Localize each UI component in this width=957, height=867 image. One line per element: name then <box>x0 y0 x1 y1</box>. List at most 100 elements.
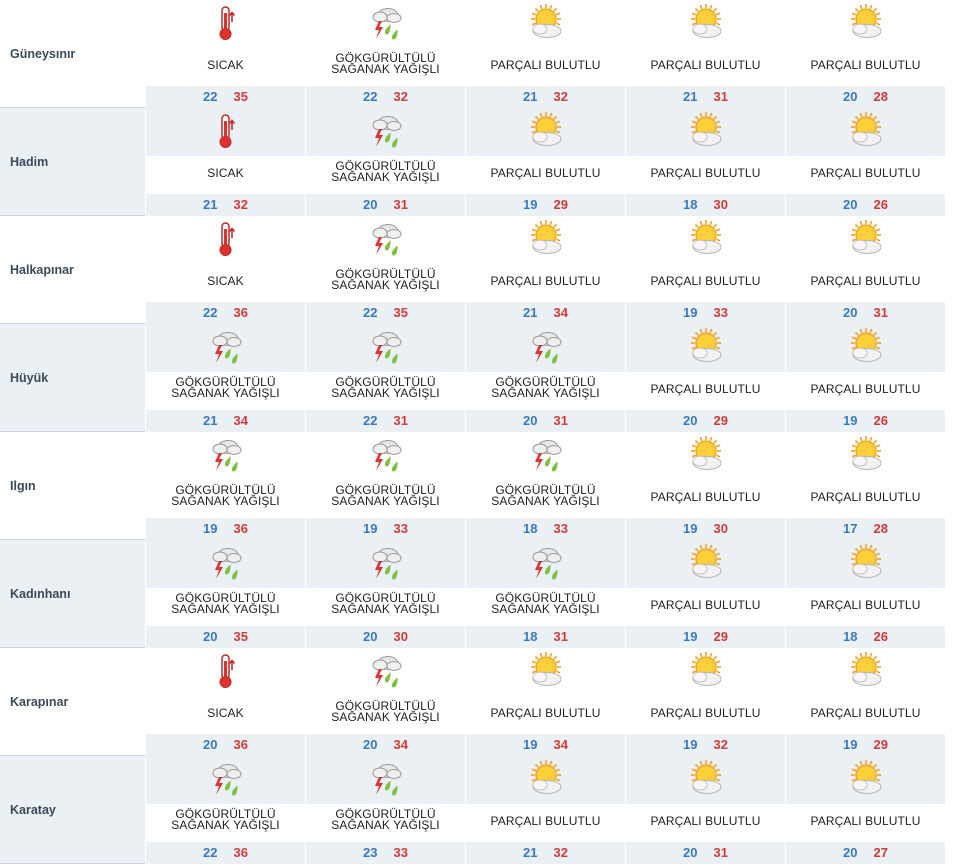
min-temperature: 21 <box>523 845 538 860</box>
max-temperature: 30 <box>713 521 728 536</box>
weather-description-line: GÖKGÜRÜLTÜLÜ <box>495 483 596 497</box>
thunderstorm-rain-icon <box>366 760 406 798</box>
city-row: Halkapınar SICAK 22 36 GÖKGÜRÜLTÜLÜ SAĞANAK Y… <box>0 216 945 324</box>
shade-band-bottom <box>626 410 785 432</box>
weather-description-line: PARÇALI BULUTLU <box>650 490 761 504</box>
weather-description-line: PARÇALI BULUTLU <box>810 814 921 828</box>
weather-description: PARÇALI BULUTLU <box>626 275 785 287</box>
weather-description-line: GÖKGÜRÜLTÜLÜ <box>175 591 276 605</box>
forecast-day-cell: PARÇALI BULUTLU 18 26 <box>786 540 945 648</box>
max-temperature: 30 <box>393 629 408 644</box>
city-name: Hüyük <box>10 371 49 385</box>
max-temperature: 34 <box>233 413 248 428</box>
weather-description-line: SAĞANAK YAĞIŞLI <box>331 818 440 832</box>
temperature-range: 20 30 <box>306 629 465 645</box>
temperature-range: 19 26 <box>786 413 945 429</box>
max-temperature: 28 <box>873 521 888 536</box>
max-temperature: 26 <box>873 197 888 212</box>
partly-cloudy-icon <box>686 652 726 690</box>
min-temperature: 22 <box>363 413 378 428</box>
forecast-day-cell: PARÇALI BULUTLU 19 32 <box>626 648 785 756</box>
max-temperature: 33 <box>393 845 408 860</box>
max-temperature: 31 <box>553 413 568 428</box>
shade-band-bottom <box>786 734 945 756</box>
min-temperature: 22 <box>203 305 218 320</box>
forecast-day-cell: PARÇALI BULUTLU 20 29 <box>626 324 785 432</box>
weather-description-line: PARÇALI BULUTLU <box>490 274 601 288</box>
thunderstorm-rain-icon <box>366 652 406 690</box>
forecast-day-cell: GÖKGÜRÜLTÜLÜ SAĞANAK YAĞIŞLI 18 33 <box>466 432 625 540</box>
weather-description: GÖKGÜRÜLTÜLÜ SAĞANAK YAĞIŞLI <box>306 699 465 723</box>
shade-band-top <box>146 540 305 588</box>
forecast-day-cell: GÖKGÜRÜLTÜLÜ SAĞANAK YAĞIŞLI 20 31 <box>466 324 625 432</box>
min-temperature: 20 <box>363 629 378 644</box>
temperature-range: 22 35 <box>306 305 465 321</box>
city-row: Hadim SICAK 21 32 GÖKGÜRÜLTÜLÜ SAĞANAK YAĞIŞL… <box>0 108 945 216</box>
max-temperature: 32 <box>233 197 248 212</box>
weather-description: GÖKGÜRÜLTÜLÜ SAĞANAK YAĞIŞLI <box>306 268 465 292</box>
max-temperature: 35 <box>393 305 408 320</box>
weather-description: GÖKGÜRÜLTÜLÜ SAĞANAK YAĞIŞLI <box>306 52 465 75</box>
weather-description: PARÇALI BULUTLU <box>626 167 785 179</box>
shade-band-top <box>466 540 625 588</box>
temperature-range: 20 31 <box>786 305 945 321</box>
forecast-day-cell: SICAK 22 35 <box>146 0 305 108</box>
min-temperature: 20 <box>843 89 858 104</box>
max-temperature: 31 <box>713 89 728 104</box>
weather-description-line: PARÇALI BULUTLU <box>810 382 921 396</box>
forecast-day-cell: SICAK 21 32 <box>146 108 305 216</box>
forecast-day-cell: GÖKGÜRÜLTÜLÜ SAĞANAK YAĞIŞLI 23 33 <box>306 756 465 864</box>
weather-description: GÖKGÜRÜLTÜLÜ SAĞANAK YAĞIŞLI <box>146 376 305 399</box>
temperature-range: 19 29 <box>786 737 945 753</box>
weather-description-line: GÖKGÜRÜLTÜLÜ <box>335 699 436 713</box>
shade-band-bottom <box>626 626 785 648</box>
forecast-day-cell: PARÇALI BULUTLU 20 26 <box>786 108 945 216</box>
weather-description-line: GÖKGÜRÜLTÜLÜ <box>495 375 596 389</box>
weather-description-line: SAĞANAK YAĞIŞLI <box>331 278 440 292</box>
temperature-range: 20 27 <box>786 845 945 861</box>
forecast-day-cell: GÖKGÜRÜLTÜLÜ SAĞANAK YAĞIŞLI 20 34 <box>306 648 465 756</box>
weather-description-line: SICAK <box>207 166 244 180</box>
weather-description-line: PARÇALI BULUTLU <box>810 274 921 288</box>
weather-description-line: PARÇALI BULUTLU <box>490 814 601 828</box>
max-temperature: 31 <box>873 305 888 320</box>
shade-band-top <box>146 756 305 804</box>
min-temperature: 18 <box>683 197 698 212</box>
weather-description: PARÇALI BULUTLU <box>466 274 625 288</box>
forecast-day-cell: PARÇALI BULUTLU 19 33 <box>626 216 785 324</box>
temperature-range: 21 32 <box>466 89 625 105</box>
temperature-range: 21 32 <box>146 197 305 213</box>
weather-description-line: SAĞANAK YAĞIŞLI <box>331 386 440 400</box>
temperature-range: 23 33 <box>306 845 465 861</box>
max-temperature: 33 <box>713 305 728 320</box>
weather-description-line: PARÇALI BULUTLU <box>650 58 761 72</box>
weather-description: GÖKGÜRÜLTÜLÜ SAĞANAK YAĞIŞLI <box>466 592 625 615</box>
temperature-range: 22 36 <box>146 305 305 321</box>
forecast-day-cell: PARÇALI BULUTLU 17 28 <box>786 432 945 540</box>
shade-band-bottom <box>306 302 465 324</box>
shade-band-top <box>306 540 465 588</box>
city-name: Güneysınır <box>10 47 76 61</box>
partly-cloudy-icon <box>686 112 726 150</box>
weather-description-line: PARÇALI BULUTLU <box>490 706 601 720</box>
weather-description-line: GÖKGÜRÜLTÜLÜ <box>175 483 276 497</box>
thermometer-hot-icon <box>206 220 246 258</box>
min-temperature: 19 <box>203 521 218 536</box>
shade-band-bottom <box>146 410 305 432</box>
weather-description-line: SAĞANAK YAĞIŞLI <box>171 818 280 832</box>
weather-description: GÖKGÜRÜLTÜLÜ SAĞANAK YAĞIŞLI <box>146 483 305 507</box>
partly-cloudy-icon <box>846 220 886 258</box>
weather-description: PARÇALI BULUTLU <box>626 383 785 395</box>
shade-band-bottom <box>466 302 625 324</box>
weather-description: GÖKGÜRÜLTÜLÜ SAĞANAK YAĞIŞLI <box>306 484 465 507</box>
temperature-range: 18 31 <box>466 629 625 645</box>
shade-band-bottom <box>306 842 465 864</box>
forecast-day-cell: GÖKGÜRÜLTÜLÜ SAĞANAK YAĞIŞLI 22 32 <box>306 0 465 108</box>
max-temperature: 29 <box>873 737 888 752</box>
forecast-day-cell: PARÇALI BULUTLU 19 29 <box>786 648 945 756</box>
max-temperature: 32 <box>713 737 728 752</box>
shade-band-bottom <box>786 410 945 432</box>
shade-band-bottom <box>466 626 625 648</box>
temperature-range: 20 31 <box>466 413 625 429</box>
min-temperature: 19 <box>843 413 858 428</box>
